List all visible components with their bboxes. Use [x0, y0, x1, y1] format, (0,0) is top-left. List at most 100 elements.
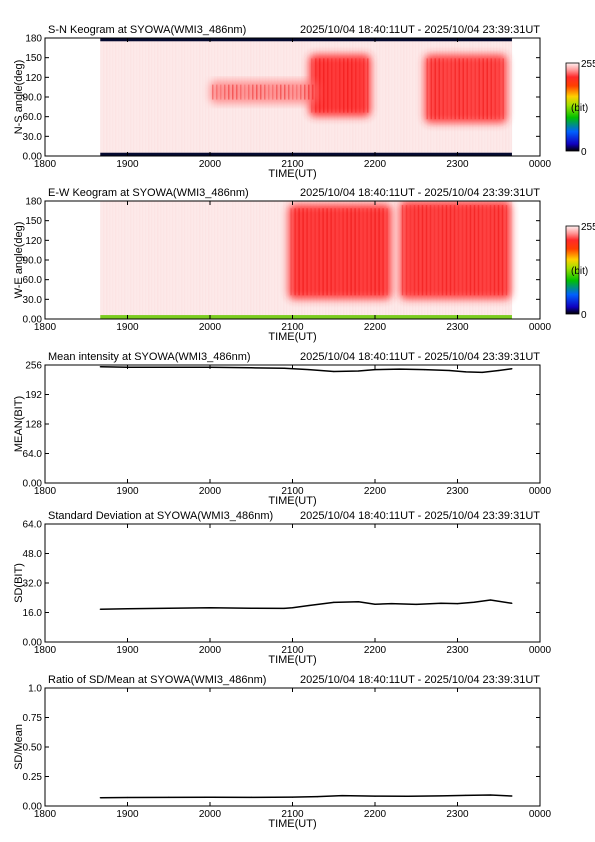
keogram-streak	[406, 38, 408, 156]
data-point	[415, 603, 417, 606]
y-tick-label: 120	[25, 236, 42, 247]
keogram-streak	[163, 38, 165, 156]
dark-band-1	[100, 152, 512, 156]
aurora-streak	[486, 58, 488, 120]
keogram-streak	[205, 201, 207, 319]
keogram-streak	[403, 38, 405, 156]
keogram-streak	[250, 201, 252, 319]
keogram-streak	[415, 38, 417, 156]
x-tick-label: 1900	[116, 809, 139, 820]
data-point	[465, 794, 467, 797]
plot-area	[99, 599, 513, 610]
keogram-streak	[193, 201, 195, 319]
plot-area	[99, 366, 513, 374]
panel-time-range: 2025/10/04 18:40:11UT - 2025/10/04 23:39…	[300, 351, 540, 363]
aurora-streak	[465, 205, 468, 296]
x-tick-label: 0000	[529, 809, 552, 820]
x-tick-label: 2200	[364, 809, 387, 820]
x-tick-label: 2000	[199, 809, 222, 820]
data-point	[250, 607, 252, 609]
data-point	[283, 607, 285, 610]
aurora-streak	[454, 58, 456, 120]
panel-5: Ratio of SD/Mean at SYOWA(WMI3_486nm) 202…	[13, 674, 552, 830]
aurora-streak	[457, 205, 460, 296]
keogram-streak	[166, 201, 168, 319]
x-axis-label: TIME(UT)	[268, 331, 316, 343]
keogram-streak	[397, 38, 399, 156]
x-axis-label: TIME(UT)	[268, 495, 316, 507]
data-point	[99, 797, 101, 799]
data-point	[291, 796, 294, 798]
aurora-streak	[445, 205, 448, 296]
aurora-streak	[426, 58, 428, 120]
colorbar-max-label: 255	[581, 222, 595, 233]
aurora-streak	[489, 205, 492, 296]
panel-3: Mean intensity at SYOWA(WMI3_486nm) 2025/…	[13, 351, 552, 507]
aurora-streak	[437, 205, 440, 296]
aurora-streak	[330, 208, 332, 296]
data-point	[250, 796, 252, 799]
aurora-streak	[314, 208, 316, 296]
keogram-streak	[286, 201, 288, 319]
aurora-streak	[458, 58, 460, 120]
series-line	[100, 794, 512, 799]
keogram-streak	[277, 201, 279, 319]
keogram-streak	[127, 201, 129, 319]
aurora-streak	[469, 205, 472, 296]
panel-time-range: 2025/10/04 18:40:11UT - 2025/10/04 23:39…	[300, 187, 540, 199]
x-axis-label: TIME(UT)	[268, 654, 316, 666]
keogram-streak	[157, 201, 159, 319]
keogram-streak	[238, 201, 240, 319]
x-tick-label: 1800	[34, 159, 57, 170]
keogram-streak	[103, 201, 105, 319]
keogram-streak	[394, 201, 396, 319]
aurora-streak	[409, 205, 412, 296]
y-tick-label: 0.00	[23, 479, 43, 490]
keogram-streak	[124, 201, 126, 319]
keogram-streak	[145, 201, 147, 319]
data-point	[308, 369, 310, 371]
keogram-streak	[376, 38, 378, 156]
keogram-streak	[391, 38, 393, 156]
keogram-streak	[199, 201, 201, 319]
aurora-streak	[327, 58, 329, 113]
y-tick-label: 64.0	[23, 449, 43, 460]
keogram-streak	[232, 201, 234, 319]
green-band	[100, 315, 512, 319]
y-tick-label: 180	[25, 197, 42, 208]
keogram-streak	[121, 201, 123, 319]
keogram-streak	[157, 38, 159, 156]
x-tick-label: 2200	[364, 159, 387, 170]
aurora-streak	[290, 208, 292, 296]
data-point	[209, 607, 211, 609]
aurora-streak	[296, 84, 298, 100]
colorbar-min-label: 0	[581, 147, 587, 158]
keogram-streak	[394, 38, 396, 156]
data-point	[489, 794, 492, 796]
keogram-streak	[388, 38, 390, 156]
keogram-streak	[205, 38, 207, 156]
panel-time-range: 2025/10/04 18:40:11UT - 2025/10/04 23:39…	[300, 674, 540, 686]
keogram-streak	[208, 38, 210, 156]
keogram-streak	[241, 201, 243, 319]
aurora-streak	[326, 208, 328, 296]
keogram-streak	[145, 38, 147, 156]
aurora-streak	[362, 208, 364, 296]
aurora-streak	[405, 205, 408, 296]
x-tick-label: 2300	[446, 322, 469, 333]
keogram-streak	[400, 38, 402, 156]
aurora-streak	[417, 205, 420, 296]
aurora-streak	[338, 208, 340, 296]
data-point	[473, 601, 475, 603]
keogram-streak	[178, 38, 180, 156]
aurora-streak	[485, 205, 488, 296]
aurora-streak	[276, 84, 278, 100]
aurora-streak	[367, 58, 369, 113]
data-point	[168, 366, 170, 368]
aurora-streak	[433, 205, 436, 296]
panel-4: Standard Deviation at SYOWA(WMI3_486nm) 2…	[13, 510, 552, 666]
aurora-streak	[228, 84, 230, 100]
keogram-streak	[142, 38, 144, 156]
x-tick-label: 2000	[199, 322, 222, 333]
aurora-streak	[264, 84, 266, 100]
